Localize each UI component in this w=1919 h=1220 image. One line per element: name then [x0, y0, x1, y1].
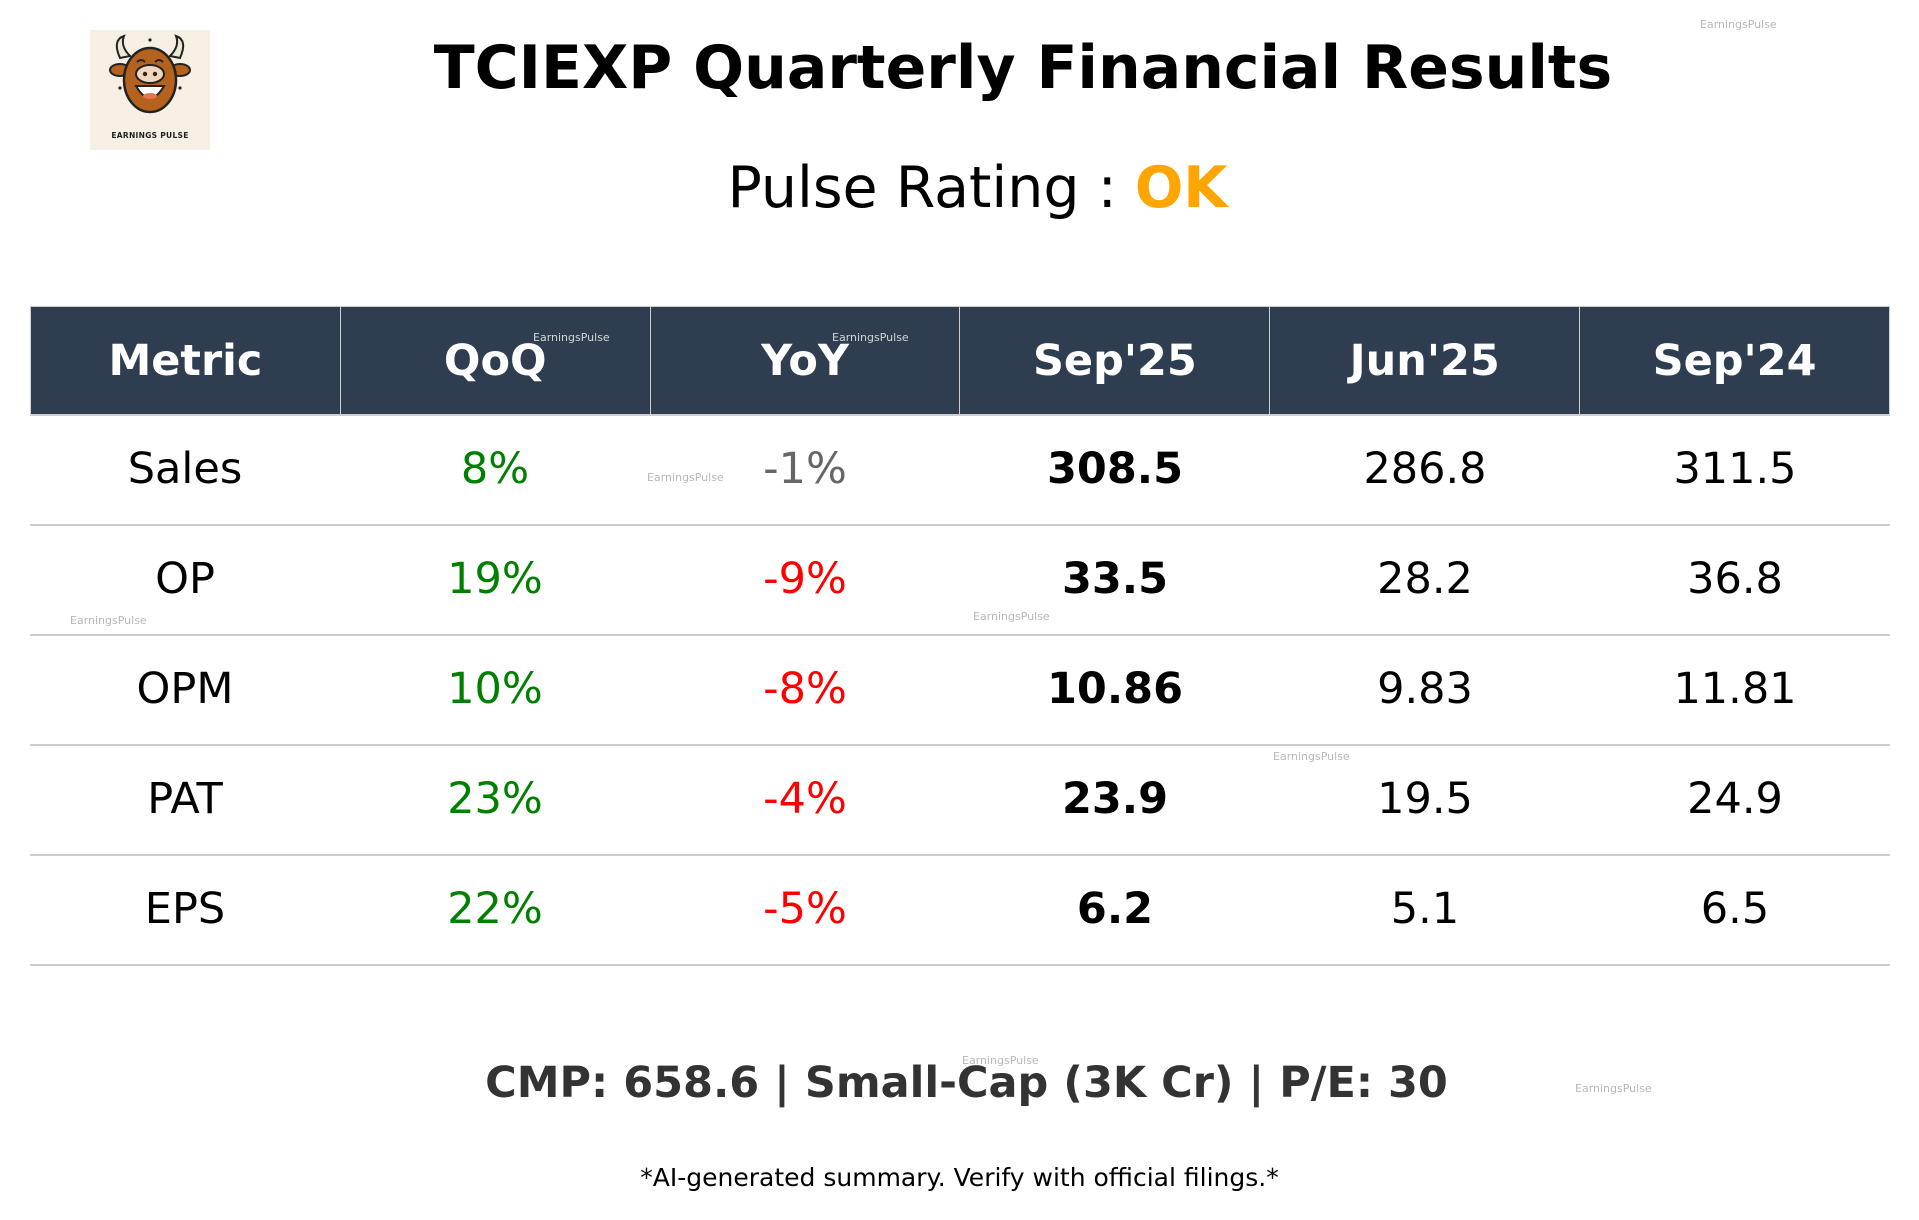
value-sep24: 36.8 [1687, 554, 1783, 604]
earnings-pulse-logo: EARNINGS PULSE [90, 30, 210, 150]
watermark: EarningsPulse [1700, 18, 1777, 31]
table-row-eps: EPS 22% -5% 6.2 5.1 6.5 [30, 856, 1890, 966]
value-sep24: 6.5 [1700, 884, 1770, 934]
watermark: EarningsPulse [832, 331, 909, 344]
watermark: EarningsPulse [962, 1054, 1039, 1067]
watermark: EarningsPulse [1273, 750, 1350, 763]
value-jun25: 19.5 [1377, 774, 1473, 824]
column-header-metric: Metric [31, 307, 341, 414]
table-row-op: OP 19% -9% 33.5 28.2 36.8 [30, 526, 1890, 636]
column-header-sep25: Sep'25 [960, 307, 1271, 414]
qoq-change: 10% [447, 664, 543, 714]
watermark: EarningsPulse [533, 331, 610, 344]
financial-results-table: Metric QoQ YoY Sep'25 Jun'25 Sep'24 Sale… [30, 306, 1890, 966]
pulse-rating: Pulse Rating : OK [0, 152, 1919, 224]
metric-name: EPS [144, 884, 226, 934]
column-header-sep24: Sep'24 [1652, 335, 1817, 386]
value-sep24: 24.9 [1687, 774, 1783, 824]
column-header-qoq: QoQ [341, 307, 651, 414]
rating-label: Pulse Rating : [727, 155, 1117, 221]
metric-name: OPM [136, 664, 234, 714]
logo-text: EARNINGS PULSE [111, 131, 189, 140]
yoy-change: -5% [763, 884, 847, 934]
value-jun25: 28.2 [1377, 554, 1473, 604]
table-row-pat: PAT 23% -4% 23.9 19.5 24.9 [30, 746, 1890, 856]
qoq-change: 22% [447, 884, 543, 934]
yoy-change: -9% [763, 554, 847, 604]
bull-icon [109, 34, 191, 114]
value-sep25: 10.86 [1046, 664, 1183, 714]
yoy-change: -8% [763, 664, 847, 714]
yoy-change: -1% [763, 444, 847, 494]
market-stats: CMP: 658.6 | Small-Cap (3K Cr) | P/E: 30 [485, 1058, 1448, 1108]
value-sep25: 23.9 [1061, 774, 1169, 824]
yoy-change: -4% [763, 774, 847, 824]
qoq-change: 23% [447, 774, 543, 824]
table-row-sales: Sales 8% -1% 308.5 286.8 311.5 [30, 416, 1890, 526]
metric-name: PAT [147, 774, 223, 824]
metric-name: OP [155, 554, 215, 604]
value-sep25: 33.5 [1061, 554, 1169, 604]
value-sep25: 6.2 [1076, 884, 1154, 934]
value-sep24: 311.5 [1673, 444, 1797, 494]
value-jun25: 286.8 [1363, 444, 1487, 494]
value-sep24: 11.81 [1673, 664, 1797, 714]
qoq-change: 8% [460, 444, 530, 494]
rating-value: OK [1134, 155, 1228, 221]
page-title: TCIEXP Quarterly Financial Results [433, 33, 1613, 103]
table-header: Metric QoQ YoY Sep'25 Jun'25 Sep'24 [30, 306, 1890, 416]
table-row-opm: OPM 10% -8% 10.86 9.83 11.81 [30, 636, 1890, 746]
watermark: EarningsPulse [973, 610, 1050, 623]
column-header-jun25: Jun'25 [1270, 307, 1581, 414]
watermark: EarningsPulse [70, 614, 147, 627]
disclaimer: *AI-generated summary. Verify with offic… [640, 1163, 1279, 1192]
watermark: EarningsPulse [1575, 1082, 1652, 1095]
column-header-yoy: YoY [651, 307, 961, 414]
value-jun25: 9.83 [1377, 664, 1473, 714]
metric-name: Sales [127, 444, 243, 494]
watermark: EarningsPulse [647, 471, 724, 484]
value-jun25: 5.1 [1390, 884, 1460, 934]
qoq-change: 19% [447, 554, 543, 604]
value-sep25: 308.5 [1046, 444, 1183, 494]
